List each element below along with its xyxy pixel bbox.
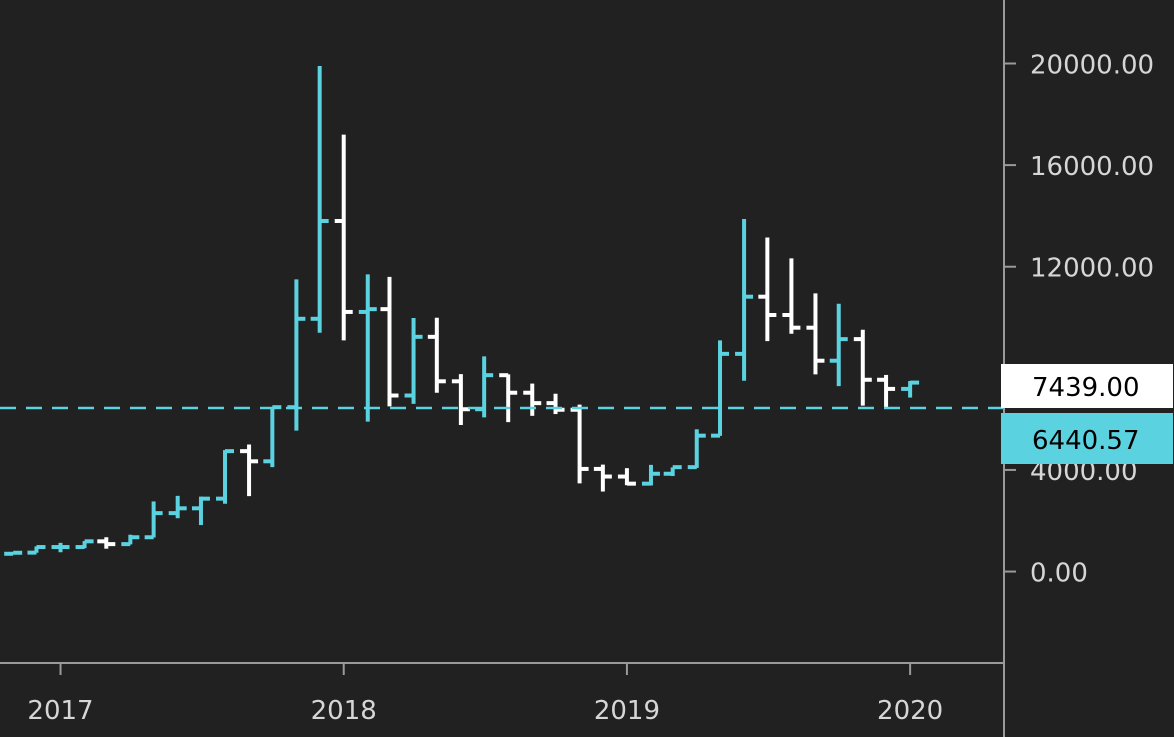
x-tick-label: 2019 — [594, 696, 660, 726]
y-tick-label: 12000.00 — [1030, 254, 1154, 284]
ohlc-bar — [4, 550, 23, 556]
ohlc-bar — [358, 274, 377, 422]
ohlc-bar — [829, 303, 848, 387]
x-tick-label: 2020 — [877, 696, 943, 726]
ohlc-bar — [451, 374, 470, 425]
ohlc-bar — [499, 373, 518, 423]
current-price-label: 7439.00 — [1001, 364, 1173, 408]
current-price-label-background — [1001, 364, 1173, 408]
ohlc-bar — [334, 134, 353, 341]
ohlc-bar — [782, 258, 801, 334]
ohlc-bar — [97, 537, 116, 549]
x-tick-label: 2017 — [27, 696, 93, 726]
ohlc-bar — [546, 393, 565, 415]
ohlc-bar — [735, 218, 754, 381]
ohlc-bar — [641, 464, 660, 486]
y-tick-label: 20000.00 — [1030, 51, 1154, 81]
ohlc-bar — [853, 329, 872, 406]
ohlc-bar — [901, 380, 920, 398]
ohlc-bar — [711, 340, 730, 438]
reference-price-label-text: 6440.57 — [1032, 426, 1140, 456]
ohlc-bar — [51, 542, 70, 553]
ohlc-bar — [806, 293, 825, 375]
ohlc-bar — [617, 468, 636, 486]
x-tick-label: 2018 — [311, 696, 377, 726]
ohlc-bar — [758, 237, 777, 342]
ohlc-bar — [427, 317, 446, 393]
y-tick-label: 16000.00 — [1030, 152, 1154, 182]
x-axis-ticks: 2017 2018 2019 2020 — [27, 663, 943, 726]
reference-price-label: 6440.57 — [1001, 413, 1173, 464]
current-price-label-text: 7439.00 — [1032, 373, 1140, 403]
ohlc-bar — [475, 356, 494, 418]
ohlc-bar — [877, 374, 896, 409]
ohlc-bar — [687, 429, 706, 470]
ohlc-bar — [216, 449, 235, 504]
y-tick-label: 0.00 — [1030, 559, 1088, 589]
ohlc-bar — [593, 464, 612, 492]
ohlc-bar — [240, 444, 259, 497]
ohlc-bar — [168, 495, 187, 519]
ohlc-bar — [570, 404, 589, 484]
ohlc-bar — [121, 534, 140, 547]
ohlc-bar — [75, 539, 94, 550]
ohlc-bar — [144, 501, 163, 540]
ohlc-bar — [523, 383, 542, 416]
ohlc-bar — [191, 496, 210, 526]
ohlc-bar — [310, 66, 329, 333]
ohlc-bar — [404, 318, 423, 404]
reference-price-label-background — [1001, 413, 1173, 464]
ohlc-bar — [27, 545, 46, 555]
ohlc-bars — [4, 66, 920, 556]
ohlc-bar — [380, 276, 399, 407]
ohlc-bar — [663, 465, 682, 477]
